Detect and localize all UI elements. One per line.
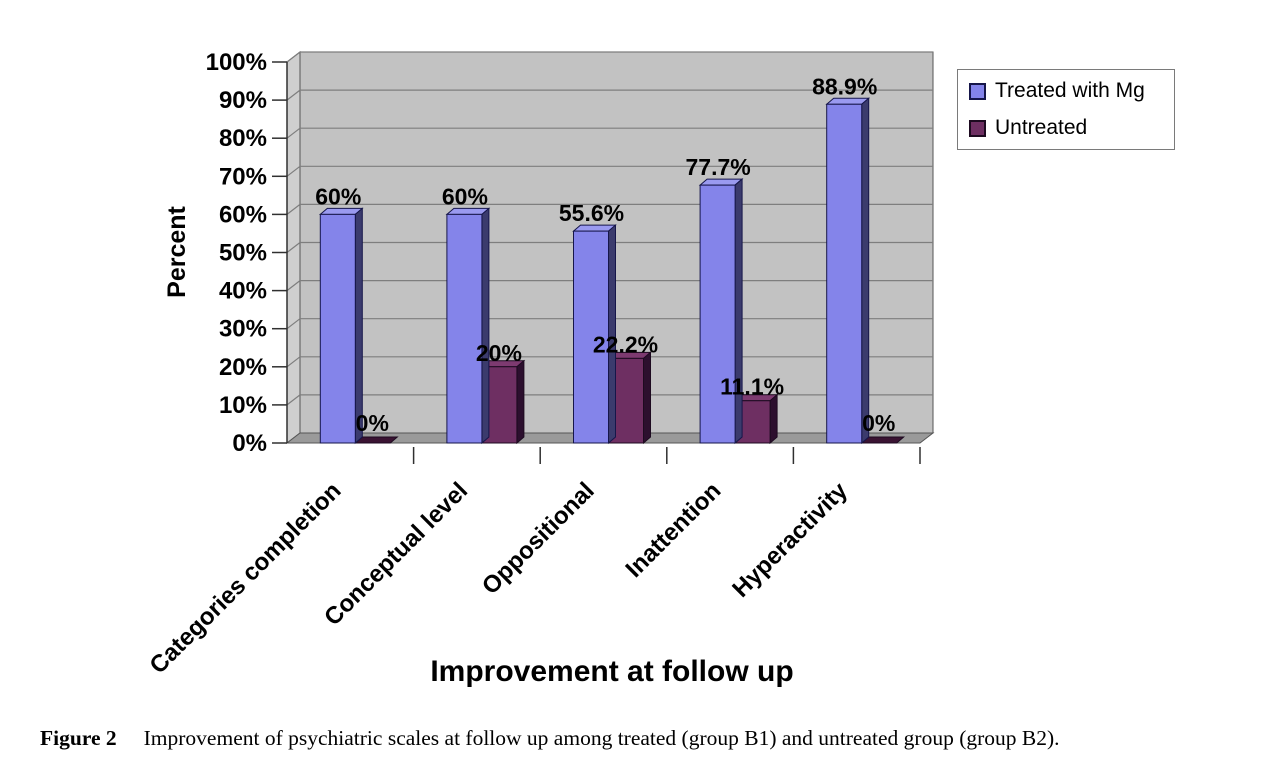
figure-caption: Figure 2 Improvement of psychiatric scale… bbox=[40, 726, 1272, 751]
data-label-treated: 55.6% bbox=[559, 200, 624, 226]
x-axis-title: Improvement at follow up bbox=[430, 655, 793, 688]
category-label: Categories completion bbox=[145, 477, 347, 679]
bar-treated-side bbox=[861, 97, 870, 445]
y-tick-label: 70% bbox=[219, 163, 267, 190]
grid-line-side bbox=[286, 394, 301, 406]
grid-line-side bbox=[286, 127, 301, 139]
y-tick-label: 40% bbox=[219, 278, 267, 305]
y-tick-label: 80% bbox=[219, 125, 267, 152]
grid-line-side bbox=[286, 280, 301, 292]
y-tick-label: 50% bbox=[219, 240, 267, 267]
y-tick-label: 30% bbox=[219, 316, 267, 343]
y-tick-label: 100% bbox=[206, 49, 267, 76]
y-tick-label: 60% bbox=[219, 201, 267, 228]
data-label-treated: 60% bbox=[315, 183, 361, 209]
legend-item-treated: Treated with Mg bbox=[969, 79, 1174, 103]
bar-untreated-side bbox=[643, 351, 651, 445]
data-label-treated: 60% bbox=[442, 183, 488, 209]
data-label-untreated: 11.1% bbox=[720, 374, 784, 400]
data-label-treated: 88.9% bbox=[812, 73, 877, 99]
grid-line-side bbox=[286, 51, 301, 63]
legend-label-untreated: Untreated bbox=[995, 116, 1088, 139]
grid-line-side bbox=[286, 318, 301, 330]
grid-line-side bbox=[286, 165, 301, 177]
legend-swatch-treated bbox=[969, 82, 986, 100]
y-tick-label: 10% bbox=[219, 392, 267, 419]
y-tick-label: 0% bbox=[232, 430, 267, 457]
bar-treated-front bbox=[446, 213, 483, 444]
y-tick-label: 20% bbox=[219, 354, 267, 381]
bar-treated-front bbox=[573, 230, 609, 444]
figure-caption-label: Figure 2 bbox=[40, 726, 117, 750]
grid-line-side bbox=[286, 203, 301, 215]
grid-line-side bbox=[286, 89, 301, 101]
category-label: Hyperactivity bbox=[727, 477, 853, 603]
bar-treated-front bbox=[699, 184, 736, 444]
data-label-untreated: 0% bbox=[862, 410, 895, 436]
bar-untreated-side bbox=[516, 359, 525, 445]
data-label-untreated: 22.2% bbox=[593, 331, 658, 357]
y-tick-label: 90% bbox=[219, 87, 267, 114]
bar-treated-side bbox=[481, 207, 490, 445]
bar-untreated-side bbox=[769, 393, 778, 445]
bar-treated-side bbox=[734, 177, 743, 445]
bar-treated-front bbox=[319, 213, 356, 444]
legend-swatch-untreated bbox=[969, 119, 986, 137]
bar-treated-front bbox=[826, 103, 863, 444]
figure-caption-text: Improvement of psychiatric scales at fol… bbox=[143, 726, 1060, 750]
grid-line-side bbox=[286, 242, 301, 253]
chart-legend: Treated with Mg Untreated bbox=[957, 69, 1175, 150]
data-label-untreated: 20% bbox=[476, 340, 522, 366]
bar-treated-side bbox=[354, 207, 363, 445]
legend-label-treated: Treated with Mg bbox=[995, 79, 1145, 102]
grid-line-side bbox=[286, 356, 301, 368]
legend-item-untreated: Untreated bbox=[969, 116, 1174, 140]
data-label-untreated: 0% bbox=[356, 410, 389, 436]
data-label-treated: 77.7% bbox=[685, 154, 750, 180]
category-label: Oppositional bbox=[477, 477, 600, 600]
y-axis-title: Percent bbox=[163, 205, 191, 297]
category-label: Inattention bbox=[621, 477, 727, 583]
